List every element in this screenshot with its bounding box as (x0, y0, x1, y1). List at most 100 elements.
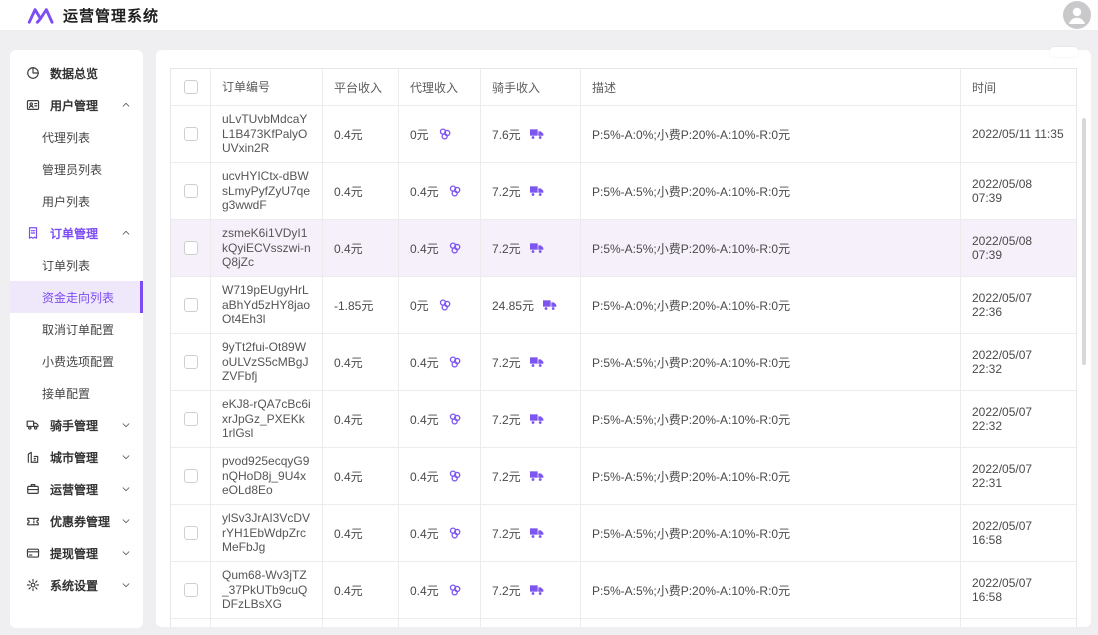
sidebar-item-9[interactable]: 小费选项配置 (10, 345, 143, 377)
time-cell-value: 2022/05/08 07:39 (972, 177, 1033, 205)
description-cell-value: P:5%-A:5%;小费P:20%-A:10%-R:0元 (592, 412, 791, 427)
rider-truck-icon (529, 126, 545, 142)
description-cell-value: P:5%-A:5%;小费P:20%-A:10%-R:0元 (592, 583, 791, 598)
rider-income-cell: 7.2元 (481, 505, 581, 561)
table-row: Qum68-Wv3jTZ_37PkUTb9cuQDFzLBsXG 0.4元 0.4元… (171, 562, 1076, 619)
platform-income-cell-value: 0.4元 (334, 355, 363, 370)
sidebar-item-label: 系统设置 (50, 578, 99, 593)
sidebar-item-7[interactable]: 资金走向列表 (10, 281, 143, 313)
platform-income-cell: 0.4元 (323, 163, 399, 219)
platform-income-cell-value: 0.4元 (334, 241, 363, 256)
chevron-down-icon (121, 548, 131, 558)
sidebar-item-5[interactable]: 订单管理 (10, 217, 143, 249)
time-cell-value: 2022/05/07 16:58 (972, 519, 1033, 547)
order-id-cell-value: pvod925ecqyG9nQHoD8j_9U4xeOLd8Eo (222, 454, 310, 498)
row-checkbox[interactable] (183, 526, 198, 540)
sidebar-item-3[interactable]: 管理员列表 (10, 153, 143, 185)
chevron-down-icon (121, 580, 131, 590)
row-checkbox[interactable] (183, 469, 198, 483)
sidebar-item-label: 优惠券管理 (50, 514, 111, 529)
coupon-icon (26, 514, 40, 528)
platform-income-cell: 0.4元 (323, 334, 399, 390)
sidebar-item-4[interactable]: 用户列表 (10, 185, 143, 217)
platform-income-cell-value: 0.4元 (334, 526, 363, 541)
column-header-description: 描述 (581, 69, 961, 105)
rider-truck-icon (529, 525, 545, 541)
platform-income-cell: 0.4元 (323, 505, 399, 561)
time-cell (961, 619, 1076, 627)
agent-income-cell: 0.4元 (399, 220, 481, 276)
sidebar-item-11[interactable]: 骑手管理 (10, 409, 143, 441)
rider-truck-icon (529, 240, 545, 256)
sidebar-item-1[interactable]: 用户管理 (10, 89, 143, 121)
order-id-cell-value: 9yTt2fui-Ot89WoULVzS5cMBgJZVFbfj (222, 340, 309, 384)
agent-income-cell: 0.4元 (399, 562, 481, 618)
rider-truck-icon (529, 582, 545, 598)
description-cell-value: P:5%-A:5%;小费P:20%-A:10%-R:0元 (592, 355, 791, 370)
platform-income-cell: 0.4元 (323, 391, 399, 447)
sidebar-item-label: 运营管理 (50, 482, 99, 497)
row-checkbox[interactable] (183, 241, 198, 255)
description-cell (581, 619, 961, 627)
content-corner-button[interactable] (1050, 47, 1078, 57)
top-header: 运营管理系统 (0, 0, 1098, 31)
sidebar-item-15[interactable]: 提现管理 (10, 537, 143, 569)
agent-coins-icon (437, 297, 453, 313)
sidebar-item-6[interactable]: 订单列表 (10, 249, 143, 281)
sidebar-item-2[interactable]: 代理列表 (10, 121, 143, 153)
agent-income-cell-value: 0.4元 (410, 184, 439, 199)
description-cell: P:5%-A:5%;小费P:20%-A:10%-R:0元 (581, 562, 961, 618)
order-id-cell-value: ylSv3JrAI3VcDVrYH1EbWdpZrcMeFbJg (222, 511, 311, 555)
sidebar-item-8[interactable]: 取消订单配置 (10, 313, 143, 345)
row-checkbox-cell (171, 163, 211, 219)
user-avatar[interactable] (1063, 1, 1091, 29)
rider-income-cell: 7.6元 (481, 106, 581, 162)
sidebar-item-12[interactable]: 城市管理 (10, 441, 143, 473)
row-checkbox[interactable] (183, 583, 198, 597)
row-checkbox[interactable] (183, 298, 198, 312)
agent-income-cell: 0.4元 (399, 163, 481, 219)
platform-income-cell-value: 0.4元 (334, 184, 363, 199)
rider-income-cell-value: 7.2元 (492, 412, 521, 427)
row-checkbox[interactable] (183, 412, 198, 426)
rider-truck-icon (529, 354, 545, 370)
table-row: uLvTUvbMdcaYL1B473KfPalyOUVxin2R 0.4元 0元 7.… (171, 106, 1076, 163)
description-cell-value: P:5%-A:5%;小费P:20%-A:10%-R:0元 (592, 184, 791, 199)
main-content-panel: 订单编号 平台收入 代理收入 骑手收入 描述 时间 uLvTUvbMdcaYL1B473Kf… (156, 50, 1091, 627)
row-checkbox[interactable] (183, 184, 198, 198)
time-cell: 2022/05/07 22:32 (961, 391, 1076, 447)
sidebar-item-16[interactable]: 系统设置 (10, 569, 143, 601)
platform-income-cell-value: 0.4元 (334, 412, 363, 427)
order-id-cell: ylSv3JrAI3VcDVrYH1EbWdpZrcMeFbJg (211, 505, 323, 561)
platform-income-cell: 0.4元 (323, 220, 399, 276)
time-cell: 2022/05/07 16:58 (961, 562, 1076, 618)
agent-income-cell: 0.4元 (399, 505, 481, 561)
agent-coins-icon (437, 126, 453, 142)
sidebar-item-label: 取消订单配置 (42, 322, 115, 337)
sidebar-item-13[interactable]: 运营管理 (10, 473, 143, 505)
row-checkbox[interactable] (183, 355, 198, 369)
column-header-agent-income: 代理收入 (399, 69, 481, 105)
sidebar-item-0[interactable]: 数据总览 (10, 57, 143, 89)
sidebar-item-14[interactable]: 优惠券管理 (10, 505, 143, 537)
select-all-checkbox[interactable] (183, 80, 198, 94)
order-id-cell-value: uLvTUvbMdcaYL1B473KfPalyOUVxin2R (222, 112, 308, 156)
agent-coins-icon (447, 411, 463, 427)
agent-income-cell-value: 0元 (410, 127, 429, 142)
column-header-order-id: 订单编号 (211, 69, 323, 105)
row-checkbox[interactable] (183, 127, 198, 141)
order-id-cell: pvod925ecqyG9nQHoD8j_9U4xeOLd8Eo (211, 448, 323, 504)
agent-income-cell: 0元 (399, 277, 481, 333)
agent-income-cell-value: 0.4元 (410, 526, 439, 541)
vertical-scrollbar-thumb[interactable] (1082, 118, 1086, 365)
column-header-platform-income: 平台收入 (323, 69, 399, 105)
sidebar-item-10[interactable]: 接单配置 (10, 377, 143, 409)
time-cell-value: 2022/05/07 22:32 (972, 348, 1033, 376)
description-cell: P:5%-A:5%;小费P:20%-A:10%-R:0元 (581, 391, 961, 447)
platform-income-cell-value: 0.4元 (334, 469, 363, 484)
sidebar-item-label: 接单配置 (42, 386, 91, 401)
sidebar-item-label: 小费选项配置 (42, 354, 115, 369)
description-cell: P:5%-A:0%;小费P:20%-A:10%-R:0元 (581, 106, 961, 162)
rider-income-cell-value: 7.2元 (492, 583, 521, 598)
rider-truck-icon (529, 468, 545, 484)
